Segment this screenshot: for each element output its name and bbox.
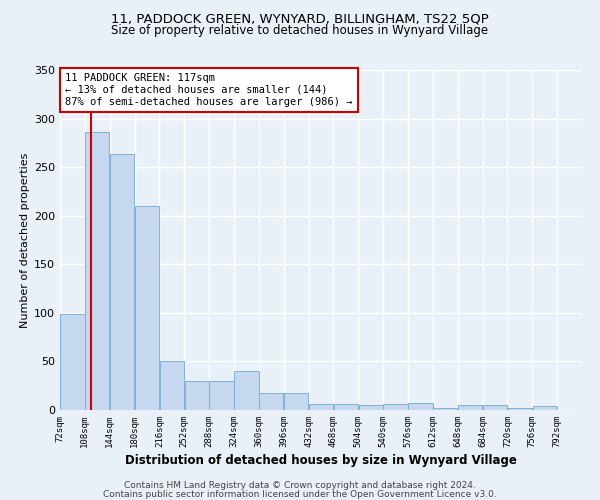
Bar	[334, 404, 358, 410]
Bar	[508, 408, 532, 410]
Bar	[458, 405, 482, 410]
Bar	[383, 404, 408, 410]
Bar	[483, 405, 507, 410]
Bar	[135, 206, 159, 410]
Bar	[533, 406, 557, 410]
X-axis label: Distribution of detached houses by size in Wynyard Village: Distribution of detached houses by size …	[125, 454, 517, 467]
Text: Contains HM Land Registry data © Crown copyright and database right 2024.: Contains HM Land Registry data © Crown c…	[124, 481, 476, 490]
Bar	[359, 405, 383, 410]
Bar	[60, 314, 85, 410]
Bar	[110, 154, 134, 410]
Text: Contains public sector information licensed under the Open Government Licence v3: Contains public sector information licen…	[103, 490, 497, 499]
Bar	[85, 132, 109, 410]
Bar	[209, 381, 234, 410]
Text: Size of property relative to detached houses in Wynyard Village: Size of property relative to detached ho…	[112, 24, 488, 37]
Bar	[408, 403, 433, 410]
Text: 11 PADDOCK GREEN: 117sqm
← 13% of detached houses are smaller (144)
87% of semi-: 11 PADDOCK GREEN: 117sqm ← 13% of detach…	[65, 74, 353, 106]
Y-axis label: Number of detached properties: Number of detached properties	[20, 152, 30, 328]
Bar	[309, 404, 333, 410]
Bar	[160, 362, 184, 410]
Bar	[234, 371, 259, 410]
Bar	[259, 392, 283, 410]
Bar	[185, 381, 209, 410]
Bar	[433, 408, 457, 410]
Text: 11, PADDOCK GREEN, WYNYARD, BILLINGHAM, TS22 5QP: 11, PADDOCK GREEN, WYNYARD, BILLINGHAM, …	[111, 12, 489, 26]
Bar	[284, 392, 308, 410]
